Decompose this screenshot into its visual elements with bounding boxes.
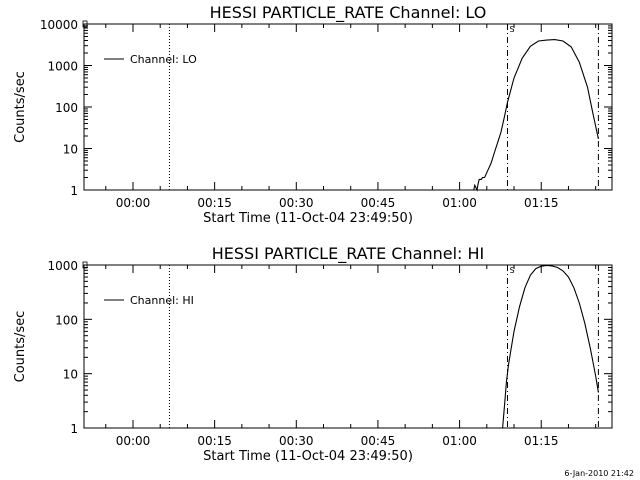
plot-frame [83,23,613,191]
legend-label: Channel: LO [130,53,197,66]
x-tick-label: 00:00 [116,196,151,210]
x-tick-label: 01:15 [524,434,559,448]
y-tick-label: 1 [70,422,78,436]
edge-marker [82,20,88,28]
legend-label: Channel: HI [130,294,194,307]
chart-title: HESSI PARTICLE_RATE Channel: LO [210,3,487,23]
y-tick-label: 1 [70,184,78,198]
y-tick-label: 10 [63,143,78,157]
x-tick-label: 01:00 [442,434,477,448]
x-tick-label: 00:15 [197,434,232,448]
x-tick-label: 00:30 [279,434,314,448]
y-tick-label: 100 [55,313,78,327]
x-tick-label: 00:45 [361,434,396,448]
y-tick-label: 10000 [40,18,78,32]
x-tick-label: 01:15 [524,196,559,210]
x-tick-label: 00:45 [361,196,396,210]
plot-frame [83,264,613,429]
y-tick-label: 1000 [47,259,78,273]
plot-timestamp: 6-Jan-2010 21:42 [564,469,634,478]
x-axis-label: Start Time (11-Oct-04 23:49:50) [203,449,413,464]
chart-panel-1: HESSI PARTICLE_RATE Channel: LO 1 10 100 100… [13,3,613,226]
y-axis-label: Counts/sec [13,311,28,383]
x-tick-label: 00:30 [279,196,314,210]
y-axis-label: Counts/sec [13,71,28,143]
y-tick-label: 100 [55,101,78,115]
marker-label: S [509,25,514,34]
marker-label: S [509,266,514,275]
x-axis-label: Start Time (11-Oct-04 23:49:50) [203,211,413,226]
chart-title: HESSI PARTICLE_RATE Channel: HI [212,244,485,264]
x-tick-label: 00:15 [197,196,232,210]
x-tick-label: 01:00 [442,196,477,210]
y-tick-label: 10 [63,368,78,382]
y-tick-label: 1000 [47,60,78,74]
series-line [473,39,599,192]
chart-panel-2: HESSI PARTICLE_RATE Channel: HI 1 10 100 100… [13,244,613,464]
series-line [502,264,599,429]
edge-marker [82,261,88,269]
x-tick-label: 00:00 [116,434,151,448]
